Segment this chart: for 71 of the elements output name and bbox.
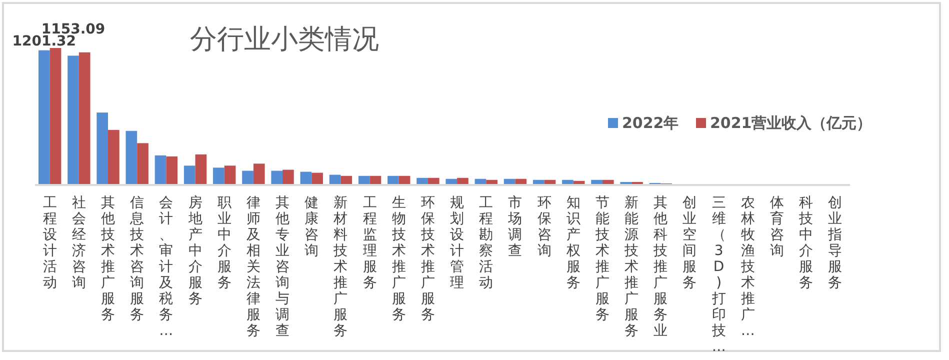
bar [96,112,108,184]
category-label: 农林牧渔技术推广… [740,195,755,339]
x-tick-label: 其他技术推广服务 [100,195,116,323]
bar [137,143,148,184]
bar [340,176,352,184]
category-label: 其他科技推广服务业 [654,195,668,339]
bar [282,170,294,184]
bar [446,178,458,184]
bar [184,166,196,184]
bar [242,170,254,184]
category-label: 新能源技术推广服务 [624,195,639,339]
bar [416,178,428,184]
bar [544,180,556,184]
x-tick-label: 生物技术推广服务 [390,195,406,323]
x-tick-label: 职业中介服务 [217,195,232,291]
x-tick-label: 知识产权服务 [565,195,580,291]
bar [573,180,585,184]
x-tick-label: 科技中介服务 [798,195,814,291]
bar [195,154,207,184]
bar [50,48,62,184]
bar [486,180,498,184]
x-tick-label: 工程勘察活动 [479,195,494,291]
chart-title: 分行业小类情况 [190,24,379,55]
bar [532,180,544,184]
category-label: 其他专业咨询与调查 [276,195,290,339]
bar [388,176,399,184]
bar [166,156,178,184]
x-tick-label: 环保咨询 [537,195,552,259]
bar [108,130,120,184]
bar [300,172,312,184]
bar [154,155,166,184]
bar [504,178,516,184]
bar [271,170,283,184]
bar [370,176,382,184]
bar [224,166,236,184]
bar [213,168,224,184]
bar [253,164,265,184]
bar [474,178,486,184]
bar [126,130,138,184]
x-tick-label: 信息技术咨询服务 [129,195,144,323]
x-tick-label: 房地产中介服务 [187,195,202,307]
x-tick-label: 社会经济咨询 [72,195,86,291]
x-tick-label: 市场调查 [507,195,522,259]
x-tick-label: 健康咨询 [304,195,319,259]
x-tick-label: 工程设计活动 [42,195,57,291]
category-label: 三维（3D)打印技… [712,195,726,355]
x-tick-label: 节能技术推广服务 [594,195,610,323]
legend-label: 2022年 [622,114,679,132]
x-tick-label: 创业指导服务 [827,195,842,291]
bar [515,178,527,184]
bar [398,176,410,184]
bar [562,180,574,184]
x-tick-label: 体育咨询 [770,195,784,259]
bar [358,176,370,184]
bar [38,50,50,184]
x-tick-label: 创业空间服务 [682,195,697,291]
bar [428,178,440,184]
bar [329,174,341,184]
bar [457,178,468,184]
legend-label: 2021营业收入（亿元） [710,114,872,132]
category-label: 会计、审计及税务… [159,195,174,339]
bar [68,56,79,184]
category-label: 律师及相关法律服务 [246,195,260,339]
bar [312,172,323,184]
x-tick-label: 环保技术推广服务 [420,195,435,323]
bar [591,180,602,184]
bar [602,180,614,184]
bar [78,52,90,184]
x-tick-label: 工程监理服务 [362,195,377,291]
category-label: 新材料技术推广服务 [334,195,348,339]
x-tick-label: 规划设计管理 [450,195,464,291]
